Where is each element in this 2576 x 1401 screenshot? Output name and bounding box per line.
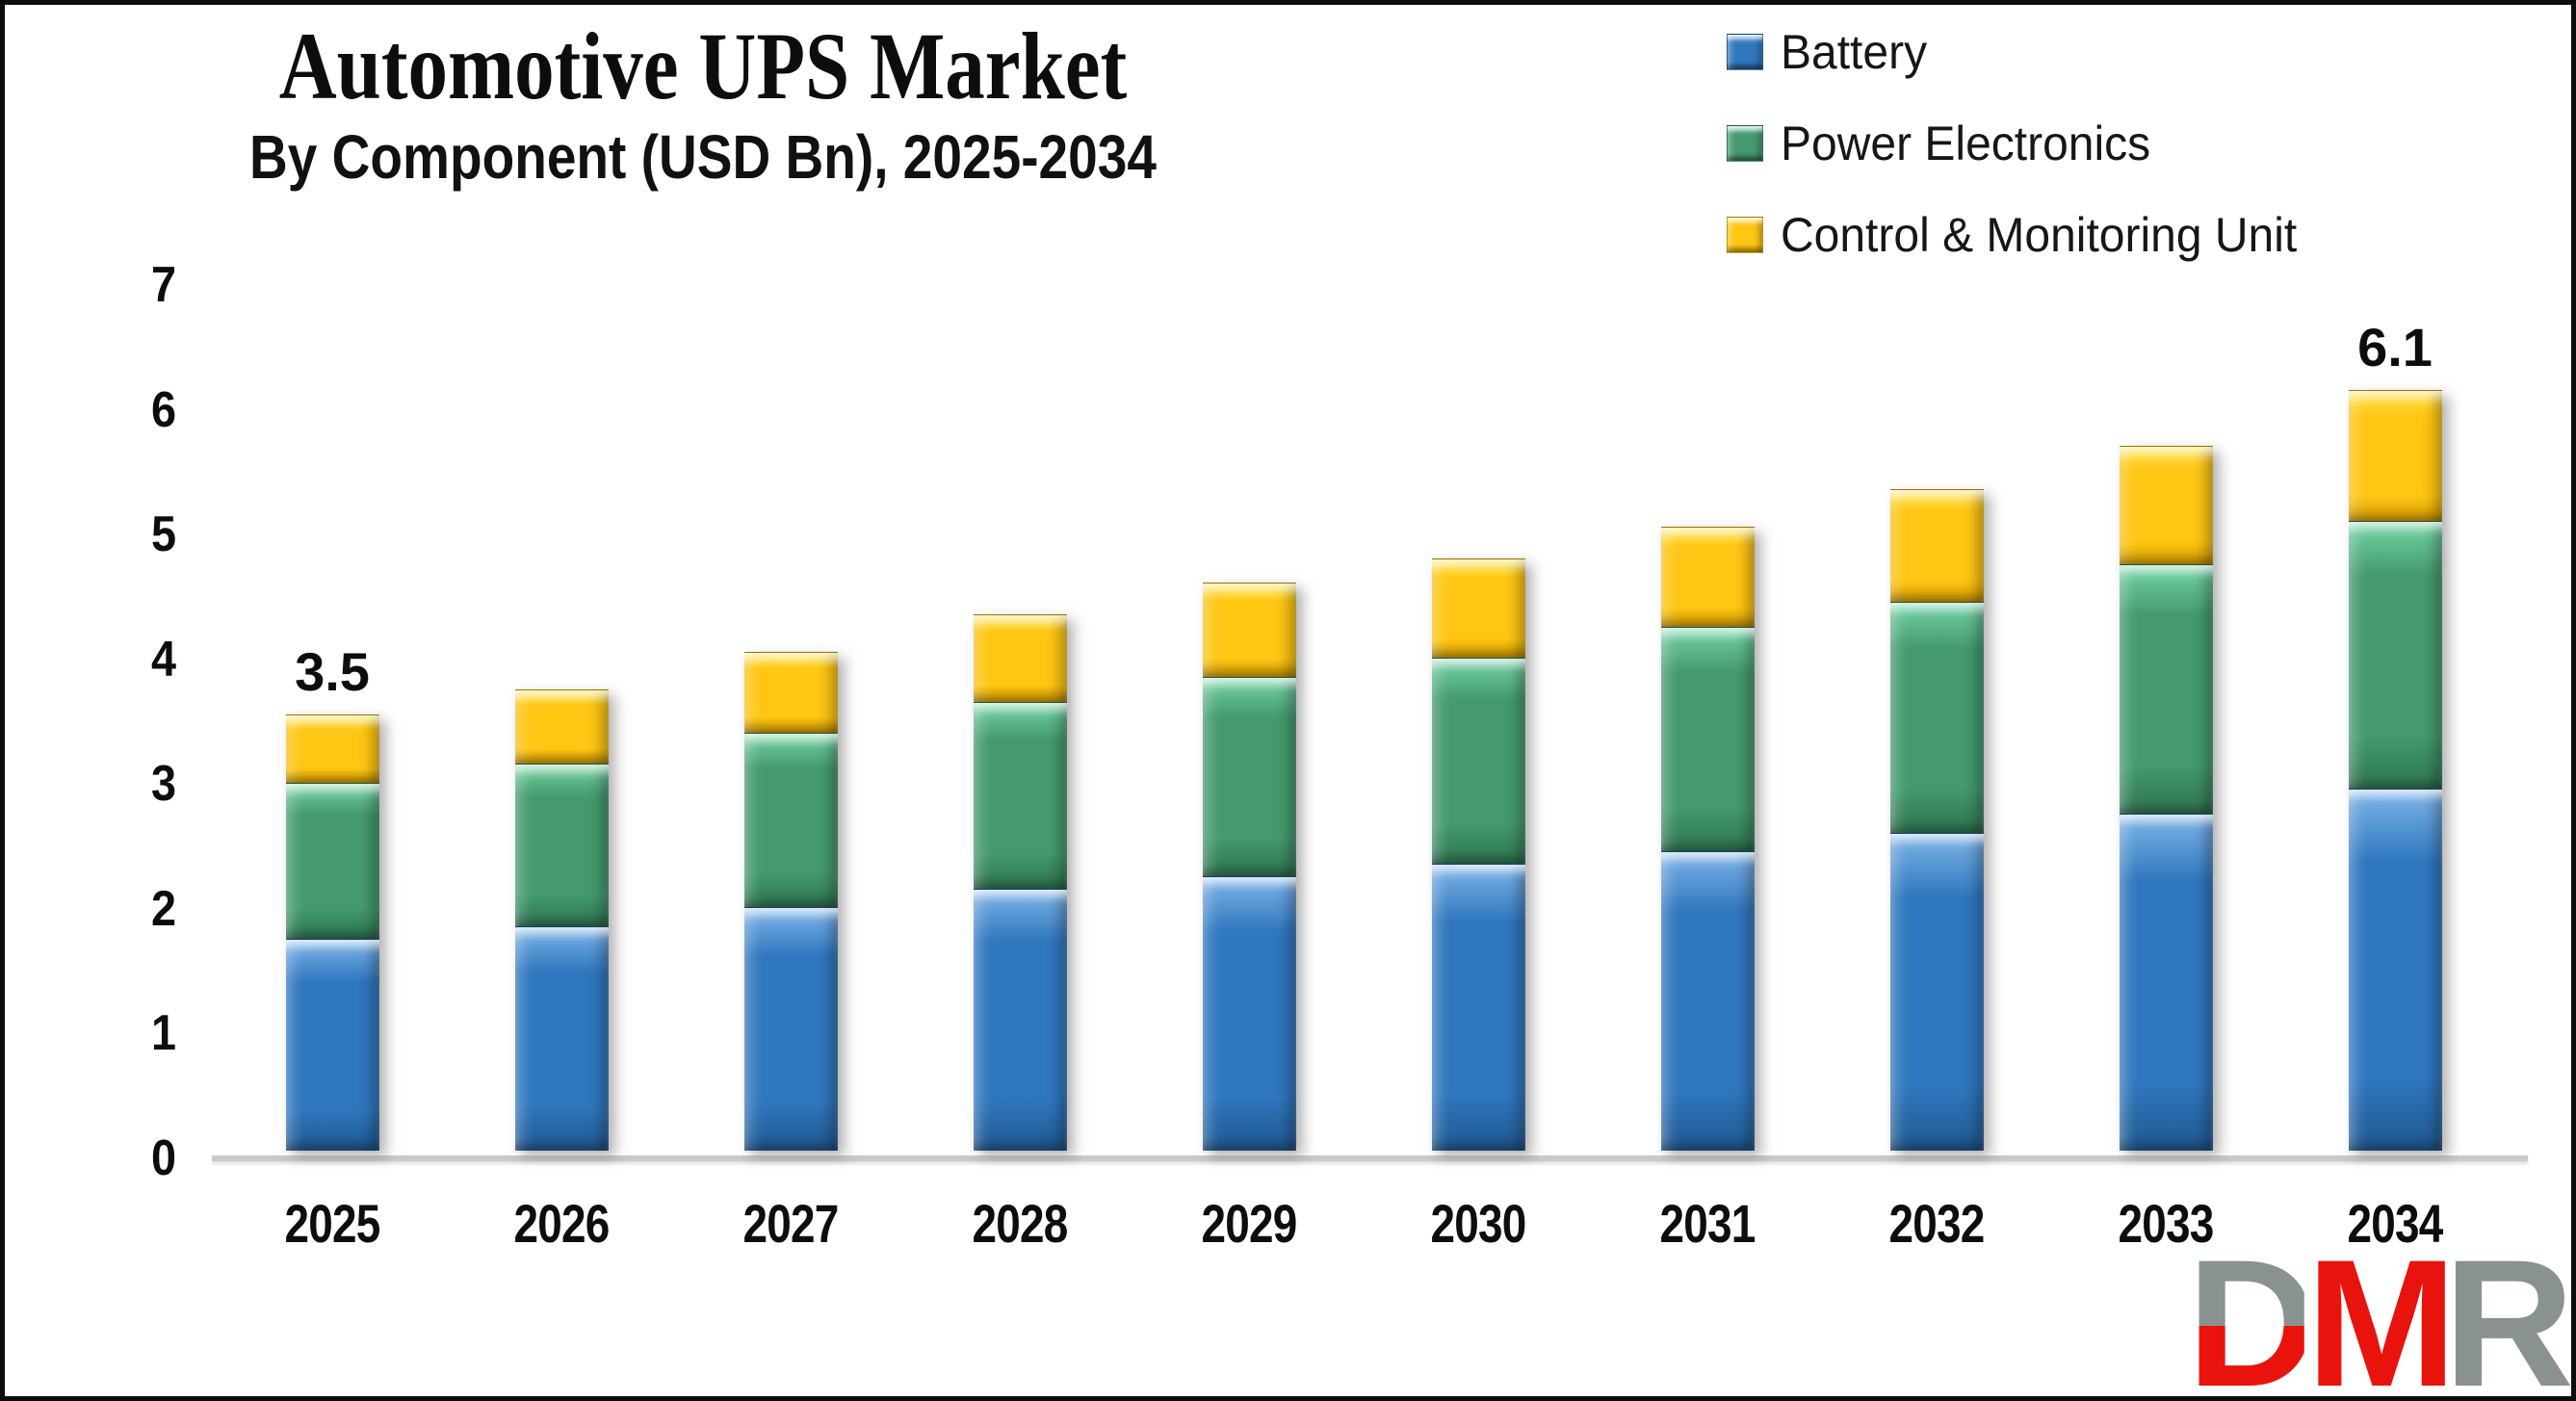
legend: Battery Power Electronics Control & Monito… bbox=[1727, 24, 2319, 263]
bar-segment-2028-battery[interactable] bbox=[973, 888, 1067, 1151]
x-axis-label-2028: 2028 bbox=[972, 1193, 1069, 1254]
bar-segment-2033-control-monitoring-unit[interactable] bbox=[2119, 445, 2213, 565]
bar-segment-2032-control-monitoring-unit[interactable] bbox=[1889, 489, 1984, 602]
dmr-logo: DDDMR bbox=[2187, 1222, 2571, 1401]
bar-segment-2034-control-monitoring-unit[interactable] bbox=[2348, 389, 2442, 521]
logo-letter-d-red: D bbox=[2187, 1222, 2304, 1401]
bar-segment-2030-battery[interactable] bbox=[1431, 864, 1525, 1151]
x-axis-label-2026: 2026 bbox=[513, 1193, 611, 1254]
data-label-2025: 3.5 bbox=[295, 640, 370, 702]
data-label-2034: 6.1 bbox=[2357, 316, 2433, 377]
legend-label: Power Electronics bbox=[1781, 117, 2151, 170]
y-axis-tick-label: 5 bbox=[150, 506, 176, 563]
y-axis-tick-label: 3 bbox=[150, 756, 176, 813]
bar-segment-2028-control-monitoring-unit[interactable] bbox=[973, 613, 1067, 702]
legend-item-battery[interactable]: Battery bbox=[1727, 24, 2319, 80]
bar-2034[interactable] bbox=[2348, 388, 2442, 1151]
x-axis-label-2029: 2029 bbox=[1201, 1193, 1298, 1254]
bar-segment-2025-battery[interactable] bbox=[285, 938, 379, 1151]
bar-segment-2026-power-electronics[interactable] bbox=[514, 764, 609, 926]
legend-swatch bbox=[1727, 125, 1763, 162]
y-axis-tick-label: 2 bbox=[150, 880, 176, 937]
legend-item-power-electronics[interactable]: Power Electronics bbox=[1727, 116, 2319, 171]
bar-segment-2034-battery[interactable] bbox=[2348, 789, 2442, 1151]
x-axis-label-2027: 2027 bbox=[742, 1193, 840, 1254]
bar-segment-2027-battery[interactable] bbox=[743, 907, 838, 1151]
bar-segment-2030-control-monitoring-unit[interactable] bbox=[1431, 558, 1525, 659]
legend-label: Battery bbox=[1781, 25, 1928, 79]
bar-2030[interactable] bbox=[1431, 557, 1525, 1151]
bar-segment-2026-battery[interactable] bbox=[514, 925, 609, 1151]
bar-segment-2034-power-electronics[interactable] bbox=[2348, 520, 2442, 790]
y-axis-tick-label: 0 bbox=[150, 1130, 176, 1186]
bar-segment-2030-power-electronics[interactable] bbox=[1431, 658, 1525, 864]
x-axis-label-2033: 2033 bbox=[2118, 1193, 2215, 1254]
bar-2032[interactable] bbox=[1889, 487, 1984, 1151]
logo-letter-m: M bbox=[2305, 1222, 2458, 1401]
bar-2027[interactable] bbox=[743, 650, 838, 1151]
bar-segment-2029-control-monitoring-unit[interactable] bbox=[1202, 583, 1296, 677]
logo-letter-d-gray: D bbox=[2187, 1222, 2304, 1401]
bar-segment-2025-control-monitoring-unit[interactable] bbox=[285, 713, 379, 783]
bar-segment-2032-power-electronics[interactable] bbox=[1889, 601, 1984, 833]
bar-segment-2032-battery[interactable] bbox=[1889, 832, 1984, 1151]
bar-segment-2028-power-electronics[interactable] bbox=[973, 701, 1067, 889]
bar-2031[interactable] bbox=[1660, 525, 1755, 1151]
legend-swatch bbox=[1727, 217, 1763, 253]
chart-subtitle: By Component (USD Bn), 2025-2034 bbox=[249, 122, 1157, 192]
bar-2025[interactable] bbox=[285, 713, 379, 1151]
bar-2026[interactable] bbox=[514, 688, 609, 1151]
x-axis-label-2034: 2034 bbox=[2347, 1193, 2444, 1254]
bar-segment-2027-power-electronics[interactable] bbox=[743, 732, 838, 908]
bar-segment-2026-control-monitoring-unit[interactable] bbox=[514, 688, 609, 765]
bar-2029[interactable] bbox=[1202, 581, 1296, 1151]
y-axis-tick-label: 6 bbox=[150, 381, 176, 438]
x-axis-label-2025: 2025 bbox=[284, 1193, 381, 1254]
x-axis-label-2031: 2031 bbox=[1659, 1193, 1756, 1254]
logo-letter-d: DDD bbox=[2187, 1251, 2304, 1395]
bar-segment-2027-control-monitoring-unit[interactable] bbox=[743, 651, 838, 733]
bar-segment-2029-power-electronics[interactable] bbox=[1202, 676, 1296, 876]
bar-segment-2033-battery[interactable] bbox=[2119, 814, 2213, 1151]
legend-item-control-monitoring-unit[interactable]: Control & Monitoring Unit bbox=[1727, 207, 2319, 263]
bar-segment-2025-power-electronics[interactable] bbox=[285, 782, 379, 939]
legend-swatch bbox=[1727, 34, 1763, 70]
bar-segment-2029-battery[interactable] bbox=[1202, 875, 1296, 1151]
bar-2033[interactable] bbox=[2119, 444, 2213, 1151]
y-axis-tick-label: 4 bbox=[150, 631, 176, 688]
x-axis-label-2030: 2030 bbox=[1430, 1193, 1527, 1254]
bar-segment-2033-power-electronics[interactable] bbox=[2119, 564, 2213, 815]
bar-2028[interactable] bbox=[973, 612, 1067, 1151]
y-axis-tick-label: 7 bbox=[150, 257, 176, 313]
bar-segment-2031-power-electronics[interactable] bbox=[1660, 626, 1755, 852]
logo-letter-r: R bbox=[2443, 1222, 2571, 1401]
bar-segment-2031-battery[interactable] bbox=[1660, 851, 1755, 1151]
bar-segment-2031-control-monitoring-unit[interactable] bbox=[1660, 527, 1755, 627]
x-axis-line bbox=[212, 1155, 2528, 1161]
chart-title: Automotive UPS Market bbox=[278, 13, 1128, 119]
title-block: Automotive UPS Market By Component (USD … bbox=[169, 13, 1237, 193]
x-axis-label-2032: 2032 bbox=[1888, 1193, 1986, 1254]
legend-label: Control & Monitoring Unit bbox=[1781, 208, 2298, 262]
y-axis-tick-label: 1 bbox=[150, 1005, 176, 1062]
